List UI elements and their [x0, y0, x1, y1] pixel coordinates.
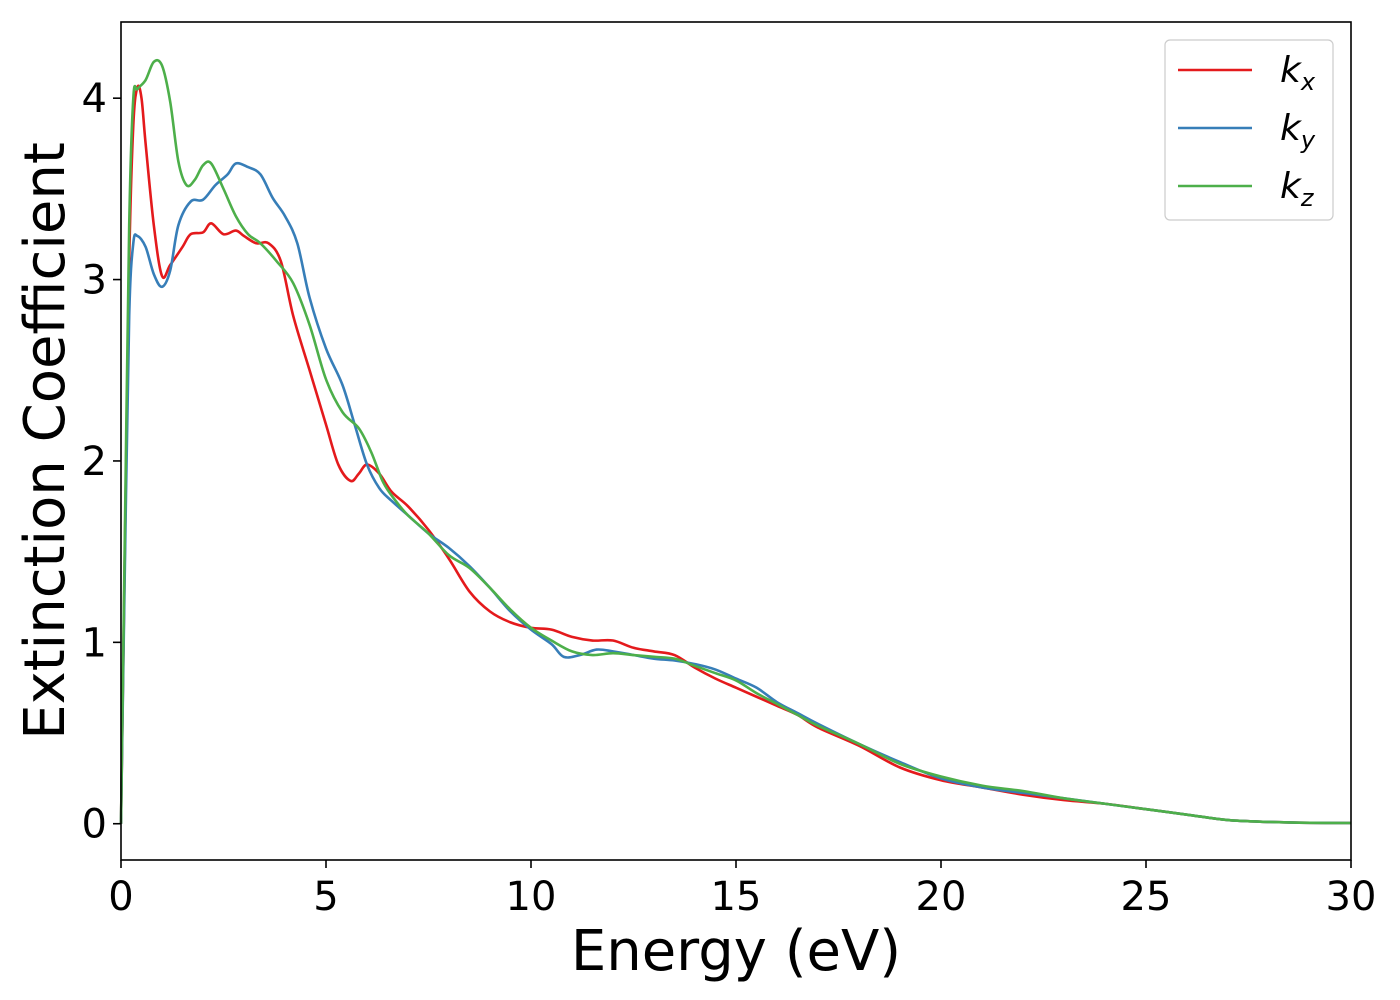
y-tick-label: 1: [82, 620, 107, 666]
x-tick-label: 20: [916, 874, 967, 920]
y-tick-label: 0: [82, 802, 107, 848]
legend-entries: kx ky kz: [1178, 50, 1316, 212]
x-tick-label: 25: [1121, 874, 1172, 920]
legend-label-kz: kz: [1280, 166, 1315, 212]
y-axis-ticks: 0 1 2 3 4: [82, 76, 121, 848]
x-tick-label: 10: [506, 874, 557, 920]
legend-label-kx: kx: [1280, 50, 1316, 96]
x-axis-ticks: 0 5 10 15 20 25 30: [108, 860, 1376, 920]
y-axis-label: Extinction Coefficient: [13, 142, 78, 740]
x-axis-label: Energy (eV): [571, 919, 901, 984]
series-line-kx: [119, 84, 1352, 825]
legend: kx ky kz: [1164, 39, 1334, 221]
legend-label-ky: ky: [1280, 108, 1316, 154]
plot-background: [121, 22, 1351, 860]
y-tick-label: 2: [82, 439, 107, 485]
series-line-kz: [119, 58, 1352, 825]
x-tick-label: 5: [313, 874, 338, 920]
series-layer: [119, 58, 1352, 825]
legend-box: [1164, 39, 1334, 221]
y-tick-label: 4: [82, 76, 107, 122]
y-tick-label: 3: [82, 258, 107, 304]
x-tick-label: 15: [711, 874, 762, 920]
x-tick-label: 0: [108, 874, 133, 920]
x-tick-label: 30: [1326, 874, 1377, 920]
